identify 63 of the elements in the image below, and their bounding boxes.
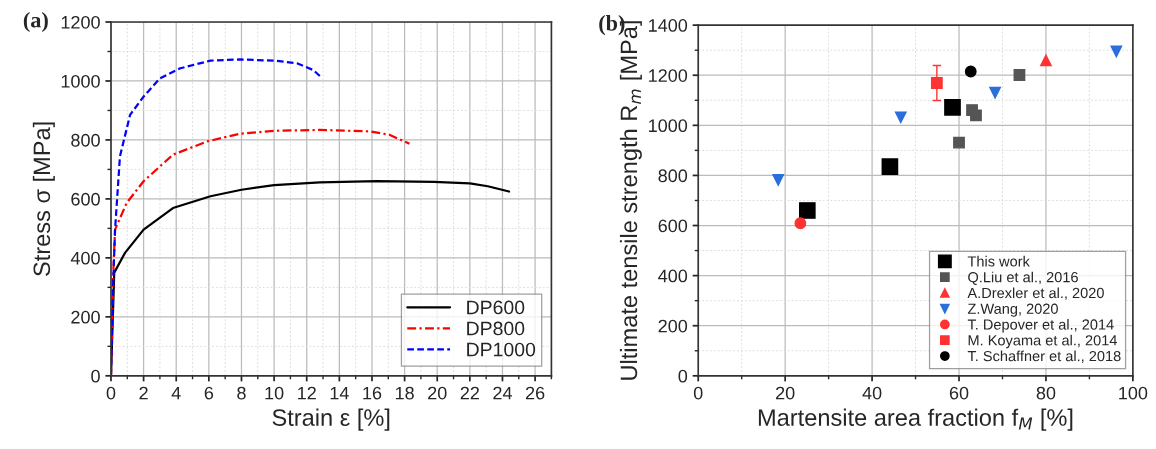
x-tick-label: 24 bbox=[493, 386, 512, 400]
x-tick-label: 2 bbox=[139, 386, 148, 400]
y-tick-label: 1200 bbox=[649, 69, 688, 82]
point bbox=[953, 136, 965, 149]
point bbox=[1040, 54, 1052, 67]
point bbox=[989, 86, 1001, 99]
x-tick-label: 22 bbox=[460, 386, 479, 400]
point bbox=[1110, 45, 1123, 58]
x-tick-label: 18 bbox=[395, 386, 414, 400]
point bbox=[794, 217, 807, 230]
point bbox=[964, 65, 977, 78]
y-tick-label: 800 bbox=[71, 133, 100, 147]
point bbox=[798, 202, 816, 219]
y-tick-label: 1400 bbox=[649, 19, 688, 32]
point bbox=[881, 158, 899, 175]
legend-label: A.Drexler et al., 2020 bbox=[967, 287, 1104, 300]
x-tick-label: 20 bbox=[776, 386, 795, 400]
y-tick-label: 400 bbox=[70, 251, 100, 265]
y-tick-label: 0 bbox=[91, 369, 100, 383]
x-tick-label: 8 bbox=[237, 386, 246, 400]
point bbox=[930, 77, 943, 89]
y-tick-label: 800 bbox=[658, 169, 688, 183]
x-tick-label: 26 bbox=[525, 386, 545, 400]
x-tick-label: 100 bbox=[1119, 386, 1148, 400]
legend-label: This work bbox=[967, 255, 1030, 267]
legend-label: DP600 bbox=[467, 300, 525, 315]
x-tick-label: 4 bbox=[171, 386, 181, 400]
legend-label: Q.Liu et al., 2016 bbox=[968, 271, 1078, 285]
legend-label: T. Schaffner et al., 2018 bbox=[967, 350, 1121, 363]
legend-label: DP800 bbox=[467, 321, 525, 336]
y-tick-label: 1000 bbox=[649, 119, 688, 133]
legend-label: T. Depover et al., 2014 bbox=[967, 318, 1114, 333]
point bbox=[772, 174, 785, 186]
legend-label: Z.Wang, 2020 bbox=[967, 303, 1058, 317]
y-tick-label: 200 bbox=[71, 310, 100, 324]
y-tick-label: 1000 bbox=[61, 74, 100, 88]
chart-title: (a) bbox=[23, 11, 48, 33]
y-tick-label: 0 bbox=[678, 369, 688, 383]
y-tick-label: 200 bbox=[658, 319, 688, 333]
y-axis-title: Stress σ [MPa] bbox=[32, 122, 55, 276]
point bbox=[1013, 69, 1026, 81]
x-tick-label: 0 bbox=[693, 386, 703, 400]
y-tick-label: 600 bbox=[71, 192, 100, 206]
legend-label: DP1000 bbox=[467, 342, 536, 357]
point bbox=[944, 98, 961, 116]
y-tick-label: 1200 bbox=[61, 15, 100, 29]
x-tick-label: 20 bbox=[428, 386, 447, 400]
y-tick-label: 400 bbox=[658, 269, 688, 283]
x-tick-label: 14 bbox=[330, 386, 349, 400]
legend-label: M. Koyama et al., 2014 bbox=[968, 334, 1117, 349]
x-tick-label: 16 bbox=[363, 386, 382, 400]
x-tick-label: 80 bbox=[1036, 386, 1056, 400]
y-tick-label: 600 bbox=[658, 219, 688, 233]
point bbox=[894, 111, 907, 124]
x-tick-label: 60 bbox=[949, 386, 969, 400]
x-tick-label: 6 bbox=[204, 386, 214, 400]
x-axis-title: Martensite area fraction f$_{M}$ [%] bbox=[758, 408, 1073, 431]
point bbox=[970, 109, 982, 122]
x-tick-label: 40 bbox=[862, 386, 882, 400]
x-axis-title: Strain ε [%] bbox=[272, 408, 390, 431]
x-tick-label: 12 bbox=[298, 386, 316, 400]
x-tick-label: 0 bbox=[106, 386, 116, 400]
x-tick-label: 10 bbox=[265, 386, 284, 400]
